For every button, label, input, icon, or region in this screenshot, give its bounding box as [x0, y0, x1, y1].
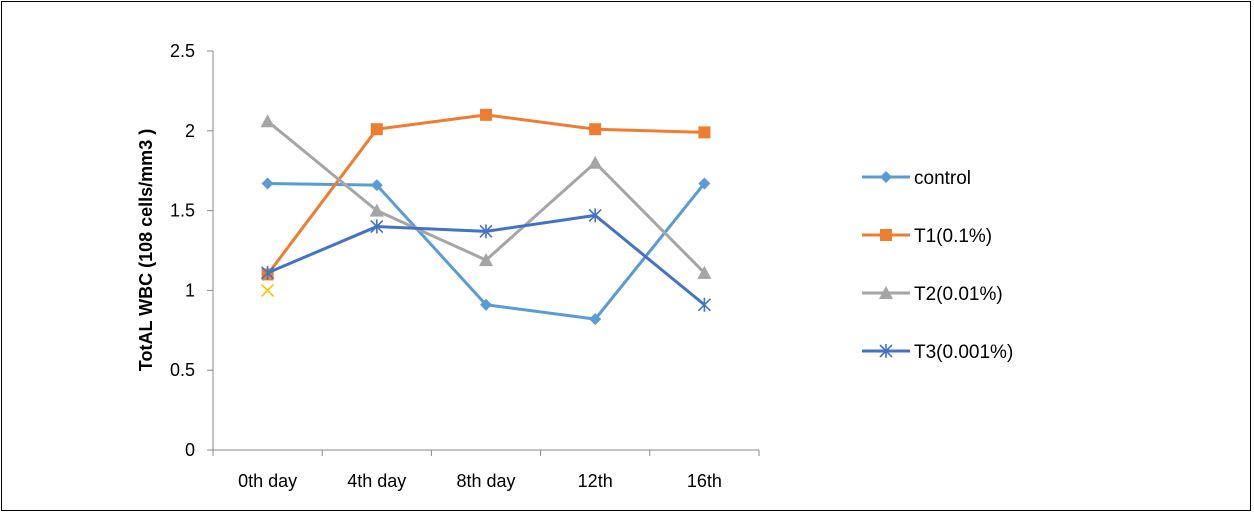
legend-label: control [914, 168, 971, 189]
x-tick-label: 16th [687, 471, 722, 491]
legend-label: T2(0.01%) [914, 284, 1003, 305]
data-point [698, 126, 711, 139]
legend-label: T3(0.001%) [914, 342, 1013, 363]
y-tick-label: 1.5 [170, 201, 195, 221]
legend-item-0: control [862, 168, 971, 189]
data-point [697, 265, 712, 279]
legend-item-3: T3(0.001%) [862, 342, 1013, 363]
legend-marker [880, 229, 892, 241]
axes: 0 0.5 1 1.5 2 2.5 0th day 4th day 8th day 12th 16t… [170, 41, 760, 491]
x-tick-label: 12th [578, 471, 613, 491]
y-tick-label: 2 [185, 121, 195, 141]
legend: control T1(0.1%) T2(0.01%) T3(0.001%) [862, 168, 1013, 363]
y-axis-label: TotAL WBC (108 cells/mm3 ) [136, 129, 156, 371]
legend-item-2: T2(0.01%) [862, 284, 1003, 305]
y-tick-label: 1 [185, 280, 195, 300]
legend-marker [880, 171, 892, 183]
legend-label: T1(0.1%) [914, 226, 992, 247]
y-tick-label: 0 [185, 440, 195, 460]
data-point [588, 208, 602, 223]
series-3 [261, 208, 711, 312]
legend-marker [879, 344, 893, 358]
y-tick-label: 2.5 [170, 41, 195, 61]
data-point [480, 108, 492, 121]
data-point [370, 123, 383, 136]
y-tick-label: 0.5 [170, 360, 195, 380]
data-point [370, 179, 383, 192]
legend-item-1: T1(0.1%) [862, 226, 992, 247]
x-tick-label: 0th day [238, 471, 297, 491]
data-point [697, 297, 711, 312]
data-point [261, 265, 275, 280]
data-point [589, 123, 602, 136]
data-point [261, 177, 274, 190]
legend-marker [879, 286, 893, 299]
series-2 [260, 114, 712, 279]
series-0 [261, 177, 711, 326]
data-point [480, 298, 492, 311]
series-layer [260, 108, 712, 326]
data-point [479, 253, 493, 267]
data-point [370, 219, 384, 234]
data-point-extra [261, 283, 275, 297]
data-point [479, 224, 493, 239]
x-tick-label: 4th day [347, 471, 406, 491]
data-point [369, 203, 384, 217]
data-point [588, 155, 603, 169]
data-point [698, 177, 711, 190]
data-point [260, 114, 275, 128]
series-1 [261, 108, 711, 281]
data-point [589, 313, 602, 326]
x-tick-label: 8th day [456, 471, 515, 491]
